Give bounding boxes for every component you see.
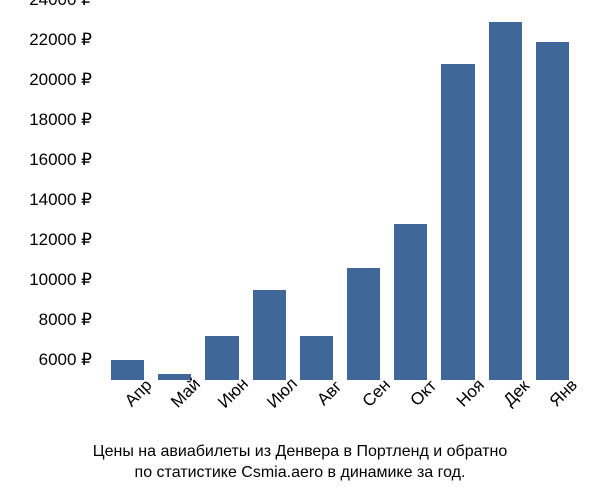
chart-caption: Цены на авиабилеты из Денвера в Портленд… xyxy=(0,441,600,484)
caption-line-2: по статистике Csmia.aero в динамике за г… xyxy=(135,464,466,481)
y-tick-label: 14000 ₽ xyxy=(29,190,92,210)
y-tick-label: 20000 ₽ xyxy=(29,70,92,90)
y-axis: 6000 ₽ 8000 ₽ 10000 ₽ 12000 ₽ 14000 ₽ 16000 ₽… xyxy=(0,20,100,380)
y-tick-label: 24000 ₽ xyxy=(29,0,92,10)
caption-line-1: Цены на авиабилеты из Денвера в Портленд… xyxy=(93,443,507,460)
y-tick-label: 16000 ₽ xyxy=(29,150,92,170)
bar xyxy=(394,224,427,380)
y-tick-label: 22000 ₽ xyxy=(29,30,92,50)
y-tick-label: 12000 ₽ xyxy=(29,230,92,250)
bar xyxy=(441,64,474,380)
y-tick-label: 6000 ₽ xyxy=(39,350,92,370)
price-chart: 6000 ₽ 8000 ₽ 10000 ₽ 12000 ₽ 14000 ₽ 16000 ₽… xyxy=(0,0,600,500)
x-axis: АпрМайИюнИюлАвгСенОктНояДекЯнв xyxy=(100,382,580,432)
bar xyxy=(253,290,286,380)
y-tick-label: 10000 ₽ xyxy=(29,270,92,290)
y-tick-label: 18000 ₽ xyxy=(29,110,92,130)
bar xyxy=(536,42,569,380)
bar xyxy=(489,22,522,380)
bar xyxy=(347,268,380,380)
y-tick-label: 8000 ₽ xyxy=(39,310,92,330)
bars-group xyxy=(100,20,580,380)
plot-area xyxy=(100,20,580,380)
